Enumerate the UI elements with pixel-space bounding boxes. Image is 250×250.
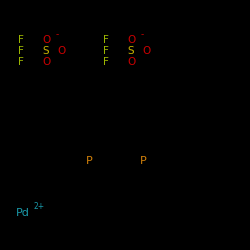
Text: O: O (57, 46, 65, 56)
Text: 2+: 2+ (34, 202, 45, 211)
Text: F: F (18, 57, 24, 67)
Text: P: P (86, 156, 93, 166)
Text: F: F (103, 46, 109, 56)
Text: O: O (42, 35, 50, 45)
Text: -: - (141, 30, 144, 39)
Text: F: F (103, 57, 109, 67)
Text: O: O (127, 35, 135, 45)
Text: S: S (42, 46, 48, 56)
Text: O: O (127, 57, 135, 67)
Text: P: P (140, 156, 147, 166)
Text: F: F (18, 35, 24, 45)
Text: F: F (18, 46, 24, 56)
Text: O: O (142, 46, 150, 56)
Text: O: O (42, 57, 50, 67)
Text: F: F (103, 35, 109, 45)
Text: -: - (56, 30, 59, 39)
Text: Pd: Pd (16, 208, 30, 218)
Text: S: S (127, 46, 134, 56)
